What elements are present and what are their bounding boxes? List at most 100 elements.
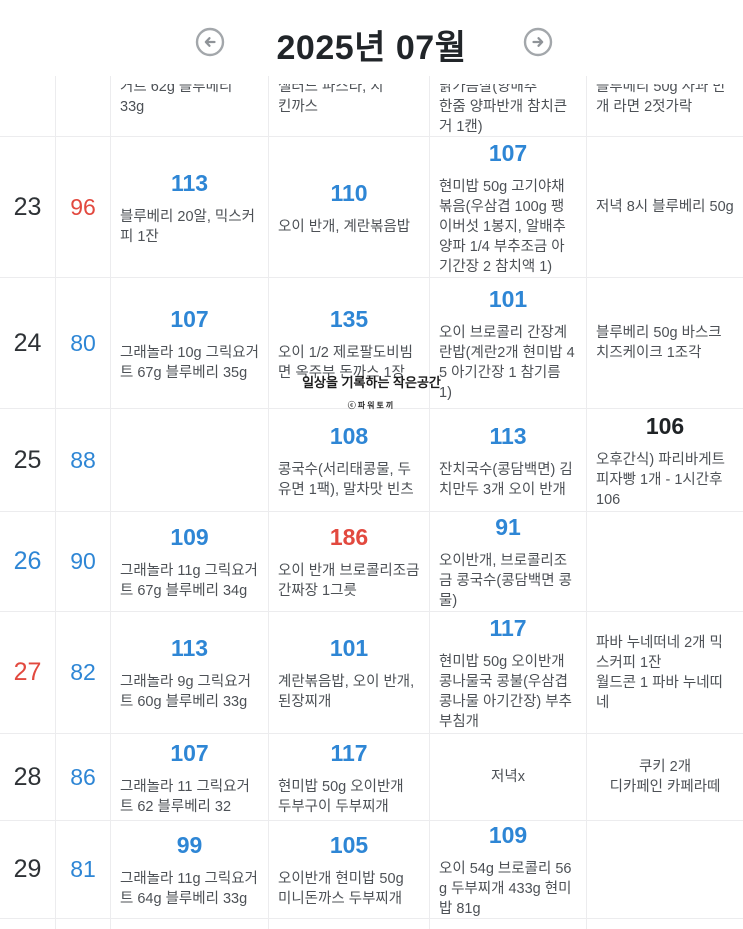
day-number: 28	[13, 762, 42, 791]
dinner-cell[interactable]: 닭가슴살(양배추 한줌 양파반개 참치큰거 1캔)	[430, 76, 587, 136]
calendar-row-27: 27 82 113 그래놀라 9g 그릭요거트 60g 블루베리 33g 101…	[0, 612, 743, 734]
calendar-row-22-partial: 거트 62g 블루베리 33g 샐러드 파스타, 치 킨까스 닭가슴살(양배추 …	[0, 76, 743, 137]
glucose-number: 117	[489, 615, 527, 641]
calendar-row-23: 23 96 113 블루베리 20알, 믹스커피 1잔 110 오이 반개, 계…	[0, 137, 743, 278]
calendar-row-24: 24 80 107 그래놀라 10g 그릭요거트 67g 블루베리 35g 13…	[0, 278, 743, 409]
meal-text: 현미밥 50g 오이반개 두부구이 두부찌개	[278, 778, 404, 815]
fasting-value-cell[interactable]: 86	[56, 734, 111, 820]
fasting-value-cell[interactable]: 88	[56, 409, 111, 511]
calendar-row-30-partial	[0, 919, 743, 929]
lunch-cell[interactable]: 105 오이반개 현미밥 50g 미니돈까스 두부찌개	[269, 821, 430, 918]
meal-text: 오이 반개, 계란볶음밥	[278, 218, 411, 235]
dinner-cell[interactable]: 107 현미밥 50g 고기야채볶음(우삼겹 100g 팽이버섯 1봉지, 알배…	[430, 137, 587, 277]
fasting-value-cell	[56, 919, 111, 929]
lunch-cell[interactable]: 186 오이 반개 브로콜리조금 간짜장 1그릇	[269, 512, 430, 611]
glucose-number: 107	[488, 139, 528, 166]
glucose-number: 135	[329, 305, 369, 332]
notes-cell[interactable]: 저녁 8시 블루베리 50g	[587, 137, 743, 277]
day-number: 29	[13, 855, 42, 883]
meal-text: 오이 브로콜리 간장계란밥(계란2개 현미밥 45 아기간장 1 참기름 1)	[439, 324, 575, 401]
notes-cell[interactable]	[587, 821, 743, 918]
prev-month-button[interactable]	[195, 27, 225, 57]
meal-text: 그래놀라 11 그릭요거트 62 블루베리 32	[120, 778, 250, 815]
meal-text: 파바 누네떠네 2개 믹스커피 1잔 월드콘 1 파바 누네띠네	[596, 634, 723, 711]
day-number: 25	[13, 445, 42, 474]
glucose-number: 101	[329, 635, 369, 661]
meal-text: 그래놀라 11g 그릭요거트 67g 블루베리 34g	[120, 563, 258, 599]
meal-text: 33g	[120, 99, 145, 115]
glucose-number: 105	[329, 832, 369, 858]
notes-cell[interactable]: 블루베리 50g 바스크 치즈케이크 1조각	[587, 278, 743, 408]
glucose-number: 101	[488, 285, 528, 312]
fasting-glucose-value: 90	[70, 548, 96, 574]
lunch-cell[interactable]: 샐러드 파스타, 치 킨까스	[269, 76, 430, 136]
meal-text: 오이 1/2 제로팔도비빔면 옥주부 돈까스 1장	[278, 344, 413, 381]
meal-text: 한줌 양파반개 참치큰거 1캔)	[439, 99, 568, 135]
dinner-cell[interactable]: 113 잔치국수(콩담백면) 김치만두 3개 오이 반개	[430, 409, 587, 511]
meal-text: 쿠키 2개 디카페인 카페라떼	[609, 759, 721, 795]
meal-text: 오이 54g 브로콜리 56g 두부찌개 433g 현미밥 81g	[439, 861, 572, 917]
notes-cell[interactable]: 106 오후간식) 파리바게트 피자빵 1개 - 1시간후 106	[587, 409, 743, 511]
lunch-cell[interactable]: 101 계란볶음밥, 오이 반개, 된장찌개	[269, 612, 430, 733]
right-arrow-icon	[523, 27, 553, 60]
next-month-button[interactable]	[523, 27, 553, 57]
breakfast-cell[interactable]	[111, 409, 269, 511]
meal-text: 현미밥 50g 고기야채볶음(우삼겹 100g 팽이버섯 1봉지, 알배추 양파…	[439, 178, 566, 275]
meal-text: 그래놀라 11g 그릭요거트 64g 블루베리 33g	[120, 871, 258, 907]
breakfast-cell[interactable]: 거트 62g 블루베리 33g	[111, 76, 269, 136]
lunch-cell[interactable]: 117 현미밥 50g 오이반개 두부구이 두부찌개	[269, 734, 430, 820]
fasting-value-cell[interactable]: 90	[56, 512, 111, 611]
notes-cell[interactable]	[587, 512, 743, 611]
dinner-cell[interactable]: 저녁x	[430, 734, 587, 820]
glucose-number: 107	[170, 739, 209, 766]
lunch-cell[interactable]: 135 오이 1/2 제로팔도비빔면 옥주부 돈까스 1장	[269, 278, 430, 408]
dinner-cell[interactable]: 117 현미밥 50g 오이반개 콩나물국 콩불(우삼겹 콩나물 아기간장) 부…	[430, 612, 587, 733]
breakfast-cell[interactable]: 109 그래놀라 11g 그릭요거트 67g 블루베리 34g	[111, 512, 269, 611]
meal-text: 현미밥 50g 오이반개 콩나물국 콩불(우삼겹 콩나물 아기간장) 부추부침개	[439, 654, 572, 730]
glucose-number: 107	[170, 305, 209, 332]
meal-text: 그래놀라 10g 그릭요거트 67g 블루베리 35g	[120, 344, 259, 381]
glucose-number: 109	[488, 822, 528, 848]
notes-cell[interactable]: 블루베리 50g 사과 반 개 라면 2젓가락	[587, 76, 743, 136]
dinner-cell[interactable]: 91 오이반개, 브로콜리조금 콩국수(콩담백면 콩물)	[430, 512, 587, 611]
meal-text: 블루베리 50g 바스크 치즈케이크 1조각	[596, 325, 722, 361]
glucose-number: 117	[330, 739, 368, 766]
calendar-row-26: 26 90 109 그래놀라 11g 그릭요거트 67g 블루베리 34g 18…	[0, 512, 743, 612]
notes-cell[interactable]: 쿠키 2개 디카페인 카페라떼	[587, 734, 743, 820]
dinner-cell[interactable]: 101 오이 브로콜리 간장계란밥(계란2개 현미밥 45 아기간장 1 참기름…	[430, 278, 587, 408]
glucose-number: 113	[170, 169, 209, 196]
fasting-value-cell[interactable]: 82	[56, 612, 111, 733]
dinner-cell[interactable]: 109 오이 54g 브로콜리 56g 두부찌개 433g 현미밥 81g	[430, 821, 587, 918]
breakfast-cell[interactable]: 113 그래놀라 9g 그릭요거트 60g 블루베리 33g	[111, 612, 269, 733]
fasting-value-cell[interactable]: 96	[56, 137, 111, 277]
meal-text: 킨까스	[278, 99, 319, 115]
breakfast-cell[interactable]: 107 그래놀라 11 그릭요거트 62 블루베리 32	[111, 734, 269, 820]
glucose-number: 186	[329, 524, 369, 550]
breakfast-cell[interactable]: 113 블루베리 20알, 믹스커피 1잔	[111, 137, 269, 277]
clipped-text-line: 거트 62g 블루베리	[120, 84, 233, 95]
lunch-cell[interactable]: 108 콩국수(서리태콩물, 두유면 1팩), 말차맛 빈츠	[269, 409, 430, 511]
meal-text: 오후간식) 파리바게트 피자빵 1개 - 1시간후 106	[596, 451, 725, 508]
breakfast-cell[interactable]: 99 그래놀라 11g 그릭요거트 64g 블루베리 33g	[111, 821, 269, 918]
calendar-row-28: 28 86 107 그래놀라 11 그릭요거트 62 블루베리 32 117 현…	[0, 734, 743, 821]
meal-text: 저녁x	[491, 769, 525, 785]
breakfast-cell[interactable]: 107 그래놀라 10g 그릭요거트 67g 블루베리 35g	[111, 278, 269, 408]
clipped-text-line: 닭가슴살(양배추	[439, 84, 538, 95]
glucose-number: 113	[170, 635, 209, 661]
glucose-number: 110	[330, 179, 368, 206]
fasting-value-cell[interactable]: 81	[56, 821, 111, 918]
day-number: 24	[13, 328, 42, 357]
dinner-cell	[430, 919, 587, 929]
fasting-value-cell[interactable]: 80	[56, 278, 111, 408]
calendar-row-25: 25 88 108 콩국수(서리태콩물, 두유면 1팩), 말차맛 빈츠 113…	[0, 409, 743, 512]
glucose-number: 91	[495, 514, 521, 540]
lunch-cell[interactable]: 110 오이 반개, 계란볶음밥	[269, 137, 430, 277]
glucose-number: 113	[489, 422, 527, 449]
day-number: 26	[13, 547, 42, 575]
fasting-glucose-value: 96	[70, 193, 96, 220]
left-arrow-icon	[195, 27, 225, 60]
day-number: 27	[13, 658, 42, 686]
clipped-text-line: 블루베리 50g 사과 반	[596, 84, 726, 95]
fasting-glucose-value: 86	[70, 763, 96, 790]
notes-cell[interactable]: 파바 누네떠네 2개 믹스커피 1잔 월드콘 1 파바 누네띠네	[587, 612, 743, 733]
